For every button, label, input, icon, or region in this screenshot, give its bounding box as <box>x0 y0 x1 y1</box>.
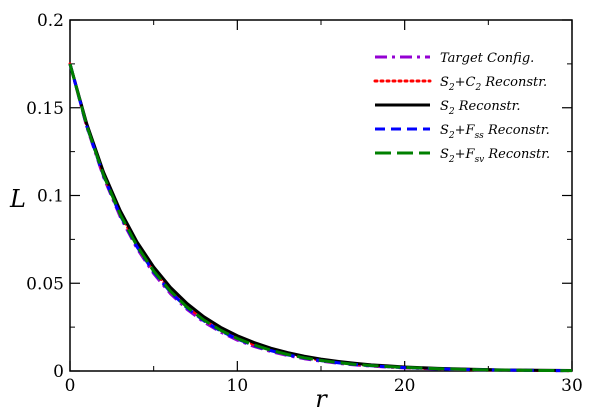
series-line-4 <box>68 63 573 373</box>
legend-label-3: S2+Fss Reconstr. <box>440 123 550 141</box>
x-tick-label: 10 <box>227 376 249 396</box>
x-tick-label: 0 <box>65 376 76 396</box>
y-tick-label: 0.1 <box>37 187 64 207</box>
legend-label-1: S2+C2 Reconstr. <box>440 75 547 93</box>
legend: Target Config. S2+C2 Reconstr. S2 Reconstr… <box>373 51 550 165</box>
y-tick-label: 0.15 <box>26 99 64 119</box>
plot-area-frame <box>69 19 573 372</box>
y-tick-label: 0.05 <box>26 274 64 294</box>
legend-label-2: S2 Reconstr. <box>440 99 521 117</box>
y-axis-label: L <box>9 185 26 213</box>
series-layer <box>68 62 574 373</box>
x-axis-label: r <box>315 385 328 413</box>
legend-label-0: Target Config. <box>440 51 534 66</box>
axis-ticks: 0 10 20 30 0 0.05 0.1 0.15 0.2 <box>26 11 583 396</box>
y-tick-label: 0 <box>53 362 64 382</box>
y-tick-label: 0.2 <box>37 11 64 31</box>
x-tick-label: 30 <box>561 376 583 396</box>
legend-label-4: S2+Fsv Reconstr. <box>440 147 550 165</box>
x-tick-label: 20 <box>394 376 416 396</box>
